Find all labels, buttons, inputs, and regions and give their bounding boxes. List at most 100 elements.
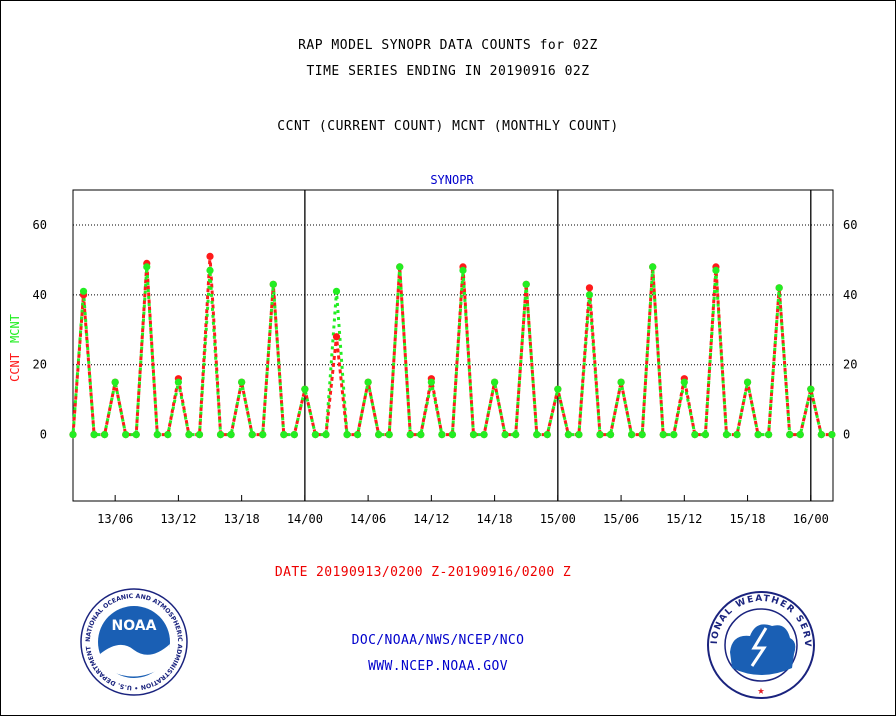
data-point-mcnt — [153, 431, 161, 439]
x-tick-label: 13/06 — [97, 512, 133, 526]
y-tick-label-right: 60 — [843, 218, 857, 232]
data-point-mcnt — [617, 378, 625, 386]
y-tick-label-right: 0 — [843, 428, 850, 442]
y-axis-label: CCNT MCNT — [8, 314, 22, 382]
data-point-mcnt — [132, 431, 140, 439]
y-label-mcnt: MCNT — [8, 314, 22, 343]
title-line-2: TIME SERIES ENDING IN 20190916 02Z — [306, 64, 590, 79]
data-point-mcnt — [807, 385, 815, 393]
plot-frame — [72, 189, 834, 502]
axes-layer: 0 0 20 20 40 40 60 60 13/06 13/12 13/18 14/00 14/06 1… — [33, 189, 857, 526]
data-point-ccnt — [332, 333, 341, 341]
data-point-mcnt — [195, 431, 204, 439]
data-point-mcnt — [448, 431, 457, 439]
data-point-mcnt — [353, 431, 362, 439]
data-point-mcnt — [322, 431, 330, 439]
data-point-mcnt — [238, 378, 246, 386]
data-point-mcnt — [796, 431, 804, 439]
x-tick-label: 15/06 — [603, 512, 639, 526]
data-point-mcnt — [765, 431, 773, 439]
data-point-mcnt — [491, 378, 499, 386]
data-point-mcnt — [659, 431, 667, 439]
data-point-mcnt — [522, 280, 530, 288]
data-point-mcnt — [701, 431, 710, 439]
data-point-mcnt — [259, 431, 267, 439]
data-point-mcnt — [817, 431, 825, 439]
data-point-mcnt — [164, 431, 172, 439]
data-point-mcnt — [512, 431, 520, 439]
data-point-mcnt — [501, 431, 509, 439]
y-tick-label-left: 60 — [33, 218, 47, 232]
data-point-mcnt — [227, 431, 235, 439]
data-point-mcnt — [69, 431, 77, 439]
data-point-mcnt — [269, 280, 277, 288]
data-point-mcnt — [670, 431, 678, 439]
data-point-mcnt — [311, 431, 320, 439]
data-point-mcnt — [396, 263, 404, 271]
data-point-mcnt — [332, 287, 341, 295]
data-point-mcnt — [480, 431, 488, 439]
y-tick-label-right: 20 — [843, 358, 857, 372]
data-point-mcnt — [364, 378, 372, 386]
data-point-mcnt — [122, 431, 130, 439]
data-point-mcnt — [90, 431, 98, 439]
data-point-mcnt — [375, 431, 383, 439]
data-point-mcnt — [828, 431, 836, 439]
data-point-mcnt — [733, 431, 741, 439]
website-link[interactable]: WWW.NCEP.NOAA.GOV — [368, 659, 508, 674]
data-point-mcnt — [111, 378, 119, 386]
data-point-mcnt — [406, 431, 414, 439]
date-range-label: DATE 20190913/0200 Z-20190916/0200 Z — [274, 565, 572, 580]
x-tick-label: 15/00 — [540, 512, 576, 526]
data-point-mcnt — [596, 431, 604, 439]
org-label: DOC/NOAA/NWS/NCEP/NCO — [351, 633, 525, 648]
data-point-mcnt — [606, 431, 615, 439]
data-point-mcnt — [438, 431, 446, 439]
data-point-mcnt — [469, 431, 478, 439]
data-point-mcnt — [174, 378, 182, 386]
y-tick-label-left: 40 — [33, 288, 47, 302]
data-point-ccnt — [206, 252, 214, 260]
series-line-mcnt — [71, 266, 832, 437]
data-point-mcnt — [575, 431, 583, 439]
y-tick-label-right: 40 — [843, 288, 857, 302]
x-tick-label: 15/12 — [666, 512, 702, 526]
data-point-mcnt — [585, 291, 594, 299]
data-point-mcnt — [775, 284, 783, 292]
svg-text:★: ★ — [757, 683, 764, 697]
data-point-mcnt — [301, 385, 309, 393]
data-point-ccnt — [585, 284, 594, 292]
x-tick-label: 14/12 — [413, 512, 449, 526]
data-point-mcnt — [786, 431, 794, 439]
data-point-mcnt — [628, 431, 636, 439]
y-tick-label-left: 0 — [40, 428, 47, 442]
data-point-mcnt — [743, 378, 752, 386]
data-point-mcnt — [554, 385, 562, 393]
svg-text:CCNTMCNT: CCNT MCNT — [8, 314, 22, 382]
data-point-mcnt — [206, 266, 214, 274]
x-tick-label: 13/12 — [160, 512, 196, 526]
x-tick-label: 14/00 — [287, 512, 323, 526]
noaa-logo-text: NOAA — [112, 618, 157, 634]
series-layer — [69, 252, 836, 439]
data-point-mcnt — [185, 431, 193, 439]
chart-subtitle: CCNT (CURRENT COUNT) MCNT (MONTHLY COUNT… — [277, 119, 619, 134]
data-point-mcnt — [417, 431, 425, 439]
noaa-logo-icon: NOAA NATIONAL OCEANIC AND ATMOSPHERIC AD… — [80, 588, 188, 696]
data-point-mcnt — [248, 431, 256, 439]
data-point-mcnt — [427, 378, 435, 386]
data-point-mcnt — [533, 431, 541, 439]
data-point-mcnt — [290, 431, 298, 439]
data-point-mcnt — [638, 431, 646, 439]
data-point-mcnt — [712, 266, 720, 274]
data-point-mcnt — [564, 431, 572, 439]
title-line-1: RAP MODEL SYNOPR DATA COUNTS for 02Z — [298, 38, 598, 53]
data-point-mcnt — [101, 431, 109, 439]
data-point-mcnt — [649, 263, 657, 271]
data-point-mcnt — [459, 266, 467, 274]
data-point-mcnt — [385, 431, 393, 439]
nws-logo-icon: ★ NATIONAL WEATHER SERVICE — [706, 590, 815, 699]
data-point-mcnt — [691, 431, 699, 439]
x-tick-label: 16/00 — [793, 512, 829, 526]
